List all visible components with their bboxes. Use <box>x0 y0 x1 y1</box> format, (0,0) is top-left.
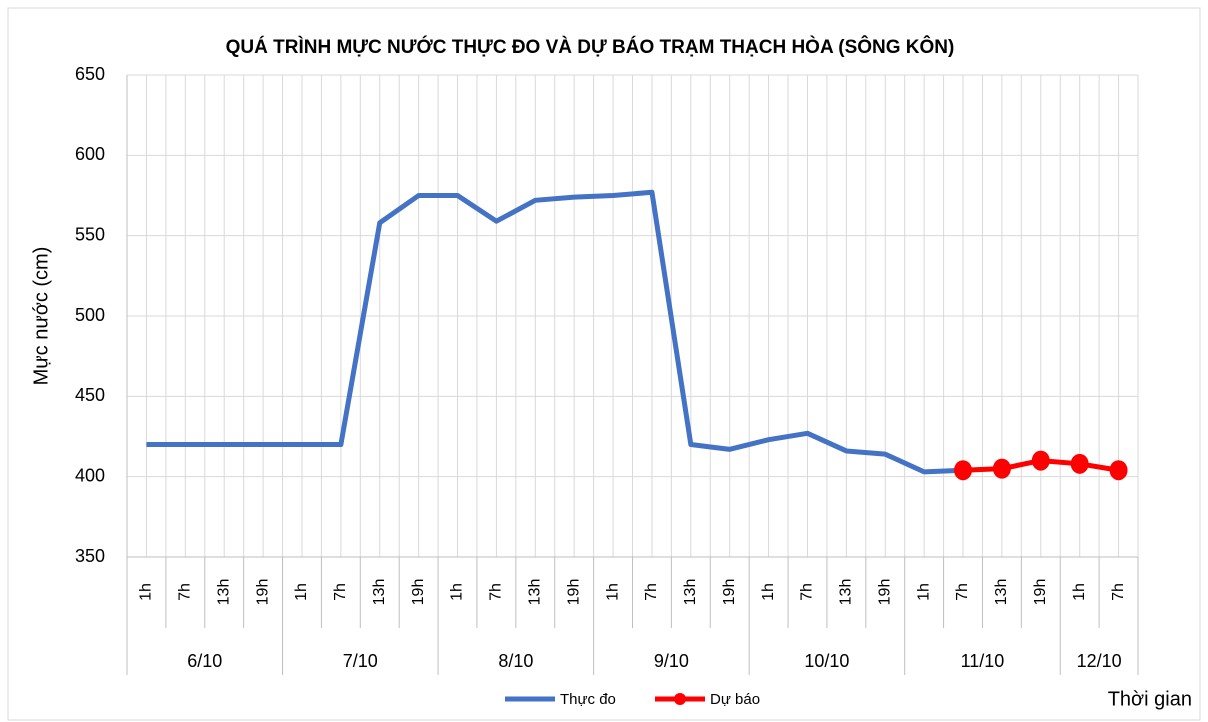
x-axis-label: Thời gian <box>1108 688 1192 710</box>
x-tick-label: 1h <box>1071 583 1088 601</box>
x-tick-label: 19h <box>876 579 893 606</box>
x-tick-label: 7h <box>643 583 660 601</box>
legend-label: Thực đo <box>560 691 616 708</box>
x-tick-label: 1h <box>449 583 466 601</box>
x-tick-label: 19h <box>721 579 738 606</box>
x-tick-label: 19h <box>1032 579 1049 606</box>
date-group-label: 7/10 <box>343 651 378 671</box>
data-point <box>992 458 1011 479</box>
date-group-label: 11/10 <box>961 651 1005 671</box>
x-tick-label: 19h <box>410 579 427 606</box>
x-tick-label: 13h <box>682 579 699 606</box>
x-tick-label: 1h <box>915 583 932 601</box>
x-tick-label: 7h <box>954 583 971 601</box>
x-tick-label: 13h <box>993 579 1010 606</box>
y-axis-label: Mực nước (cm) <box>30 247 52 386</box>
x-tick-label: 1h <box>293 583 310 601</box>
x-tick-label: 13h <box>527 579 544 606</box>
date-group-label: 6/10 <box>187 651 222 671</box>
x-tick-label: 7h <box>177 583 194 601</box>
x-tick-label: 7h <box>799 583 816 601</box>
y-tick-label: 350 <box>75 546 105 566</box>
data-point <box>1070 453 1089 474</box>
x-tick-label: 1h <box>138 583 155 601</box>
x-tick-label: 13h <box>215 579 232 606</box>
x-tick-label: 13h <box>838 579 855 606</box>
y-tick-label: 650 <box>75 64 105 84</box>
x-tick-label: 19h <box>254 579 271 606</box>
x-tick-label: 1h <box>760 583 777 601</box>
chart-title: QUÁ TRÌNH MỰC NƯỚC THỰC ĐO VÀ DỰ BÁO TRẠ… <box>226 36 955 58</box>
y-tick-label: 450 <box>75 385 105 405</box>
date-group-label: 12/10 <box>1077 651 1122 671</box>
x-tick-label: 7h <box>1110 583 1127 601</box>
date-group-label: 8/10 <box>498 651 533 671</box>
y-tick-label: 400 <box>75 465 105 485</box>
x-tick-label: 7h <box>332 583 349 601</box>
chart-border <box>7 7 1201 721</box>
y-tick-label: 550 <box>75 224 105 244</box>
legend-label: Dự báo <box>710 691 760 708</box>
date-group-label: 9/10 <box>654 651 689 671</box>
date-group-label: 10/10 <box>804 651 849 671</box>
x-tick-label: 13h <box>371 579 388 606</box>
data-point <box>954 460 973 481</box>
data-line <box>146 189 964 475</box>
x-tick-label: 1h <box>604 583 621 601</box>
x-tick-label: 7h <box>488 583 505 601</box>
x-tick-label: 19h <box>565 579 582 606</box>
y-tick-label: 600 <box>75 144 105 164</box>
legend-marker <box>674 693 686 705</box>
data-point <box>1031 450 1050 471</box>
y-tick-label: 500 <box>75 305 105 325</box>
data-point <box>1109 460 1128 481</box>
